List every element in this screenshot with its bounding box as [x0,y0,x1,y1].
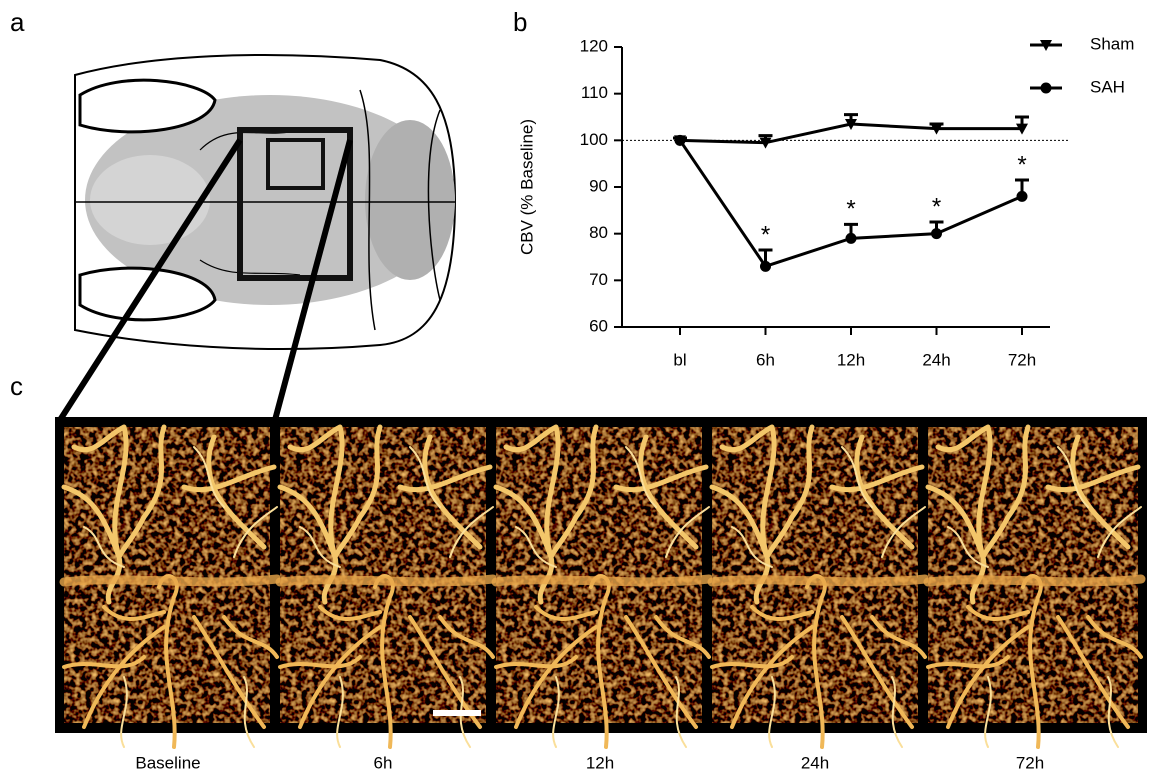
y-tick-label: 110 [581,83,608,102]
image-caption: 72h [1016,753,1044,772]
significance-label: * [932,193,941,220]
x-tick-label: bl [673,350,686,369]
image-caption: Baseline [135,753,200,772]
y-tick-label: 70 [589,270,608,289]
legend-label: SAH [1090,77,1125,96]
panel-label: b [513,7,527,37]
x-tick-label: 12h [837,350,865,369]
x-tick-label: 72h [1008,350,1036,369]
image-caption: 6h [374,753,393,772]
image-caption: 12h [586,753,614,772]
y-tick-label: 60 [589,316,608,335]
panel-label: a [10,7,25,37]
panel-label: c [10,371,23,401]
x-tick-label: 6h [756,350,775,369]
line-chart: 60 70 80 90 100 110 120 bl 6h 12h 24h 72h Sham SAH * * *… [580,34,1135,369]
point [931,228,942,239]
point [846,233,857,244]
figure: a b c Baseline 6h 12h 24h 72h CBV (% Bas… [0,0,1156,777]
scale-bar [433,710,481,716]
image-caption: 24h [801,753,829,772]
image-strip [55,417,1147,747]
legend-marker [1041,83,1052,94]
significance-label: * [761,221,770,248]
point [760,261,771,272]
y-tick-label: 80 [589,223,608,242]
significance-label: * [846,196,855,223]
significance-label: * [1017,151,1026,178]
brain-diagram [60,55,455,420]
y-tick-label: 90 [589,176,608,195]
point [1017,191,1028,202]
page: a b c Baseline 6h 12h 24h 72h CBV (% Bas… [0,0,1156,777]
x-tick-label: 24h [922,350,950,369]
y-tick-label: 100 [580,130,608,149]
y-axis-label: CBV (% Baseline) [517,119,536,255]
y-tick-label: 120 [580,36,608,55]
point [675,135,686,146]
legend-label: Sham [1090,34,1134,53]
